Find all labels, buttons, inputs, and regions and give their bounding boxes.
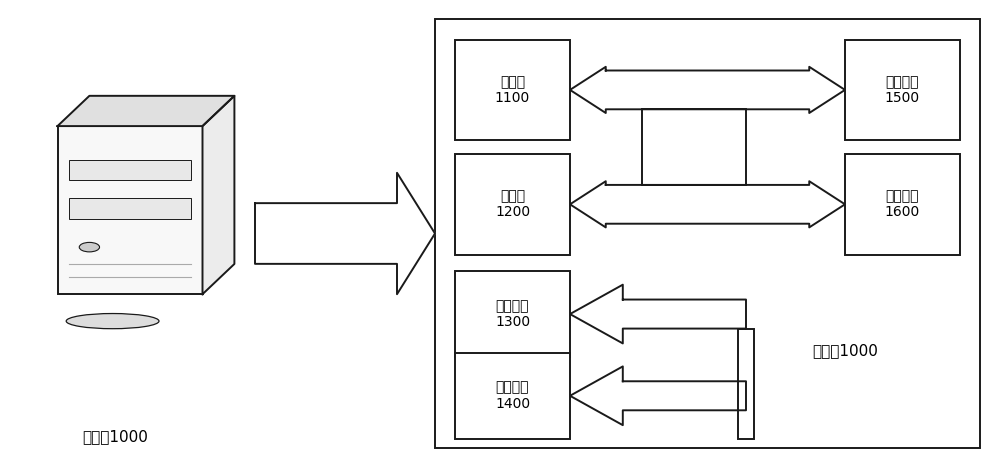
Polygon shape	[570, 67, 845, 113]
Bar	[845, 40, 960, 140]
Polygon shape	[202, 96, 234, 294]
Bar	[845, 154, 960, 255]
Polygon shape	[570, 367, 746, 425]
Text: 服务器1000: 服务器1000	[82, 429, 148, 444]
Bar	[455, 271, 570, 357]
Polygon shape	[58, 96, 234, 126]
Bar	[455, 353, 570, 439]
Bar	[435, 19, 980, 448]
Bar	[69, 198, 191, 219]
Text: 存储器
1200: 存储器 1200	[495, 189, 530, 219]
Text: 通信装置
1400: 通信装置 1400	[495, 381, 530, 411]
Bar	[738, 329, 754, 439]
Bar	[455, 40, 570, 140]
Text: 接口装置
1300: 接口装置 1300	[495, 299, 530, 329]
Text: 输入装置
1600: 输入装置 1600	[885, 189, 920, 219]
Polygon shape	[570, 181, 845, 227]
Polygon shape	[570, 285, 746, 343]
Polygon shape	[255, 173, 435, 294]
Bar	[69, 160, 191, 180]
Text: 处理器
1100: 处理器 1100	[495, 75, 530, 105]
Ellipse shape	[66, 313, 159, 329]
Text: 显示装置
1500: 显示装置 1500	[885, 75, 920, 105]
Bar	[642, 109, 746, 185]
Text: 服务器1000: 服务器1000	[812, 343, 878, 358]
Bar	[455, 154, 570, 255]
Circle shape	[79, 242, 100, 252]
Bar	[58, 126, 203, 294]
